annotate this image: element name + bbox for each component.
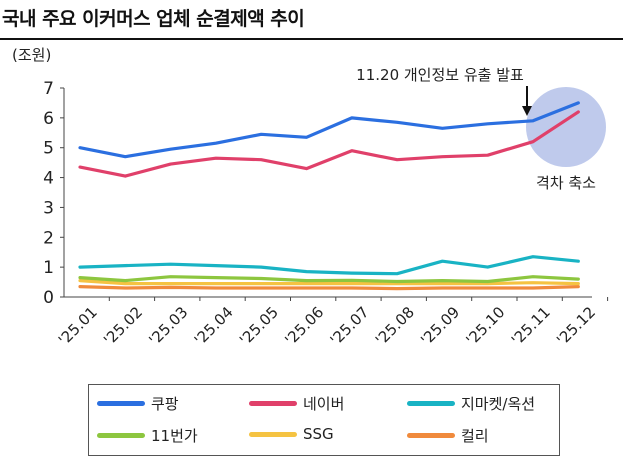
x-tick-label: '25.12	[553, 303, 599, 349]
y-tick-label: 5	[43, 139, 54, 159]
legend-item: 쿠팡	[97, 393, 179, 414]
legend-swatch	[97, 401, 145, 406]
annotation-breach: 11.20 개인정보 유출 발표	[356, 66, 524, 84]
y-axis-label: (조원)	[12, 46, 51, 64]
annotation-arrow-head	[522, 106, 532, 116]
y-tick-label: 1	[43, 258, 54, 278]
x-tick-label: '25.06	[281, 303, 327, 349]
legend-item: 지마켓/옥션	[407, 393, 535, 414]
legend-swatch	[407, 401, 455, 406]
title-rule	[0, 38, 623, 40]
x-tick-label: '25.08	[372, 303, 418, 349]
x-tick-label: '25.04	[191, 303, 237, 349]
x-tick-label: '25.02	[100, 303, 146, 349]
gap-highlight-circle	[526, 87, 606, 167]
legend-item: 컬리	[407, 425, 489, 446]
legend-item: 네이버	[249, 393, 344, 414]
y-tick-label: 4	[43, 169, 54, 189]
y-tick-label: 7	[43, 79, 54, 99]
legend-swatch	[407, 433, 455, 438]
series-line-3	[78, 275, 580, 284]
legend-item: 11번가	[97, 425, 198, 446]
legend-label: 쿠팡	[151, 395, 179, 413]
y-tick-label: 2	[43, 228, 54, 248]
x-tick-label: '25.05	[236, 303, 282, 349]
legend-label: 네이버	[303, 395, 345, 413]
legend-label: 11번가	[151, 427, 198, 445]
x-tick-label: '25.10	[463, 303, 509, 349]
legend-swatch	[249, 401, 297, 406]
legend: 쿠팡 네이버 지마켓/옥션 11번가 SSG 컬리	[88, 384, 560, 456]
y-tick-label: 0	[43, 288, 54, 308]
x-tick-label: '25.03	[145, 303, 191, 349]
x-tick-label: '25.01	[55, 303, 101, 349]
annotation-gap: 격차 축소	[536, 174, 596, 192]
y-tick-label: 3	[43, 198, 54, 218]
series-line-4	[78, 279, 580, 286]
legend-item: SSG	[249, 425, 334, 443]
legend-label: 지마켓/옥션	[461, 395, 536, 413]
series-line-5	[78, 285, 580, 291]
legend-swatch	[97, 433, 145, 438]
series-line-1	[78, 110, 580, 178]
legend-label: SSG	[303, 425, 334, 443]
series-line-0	[78, 101, 580, 159]
x-tick-label: '25.11	[508, 303, 554, 349]
legend-label: 컬리	[461, 427, 489, 445]
series-line-2	[78, 255, 580, 276]
page-title: 국내 주요 이커머스 업체 순결제액 추이	[2, 8, 305, 30]
y-tick-label: 6	[43, 109, 54, 129]
x-tick-label: '25.07	[327, 303, 373, 349]
legend-swatch	[249, 431, 297, 437]
x-tick-label: '25.09	[417, 303, 463, 349]
